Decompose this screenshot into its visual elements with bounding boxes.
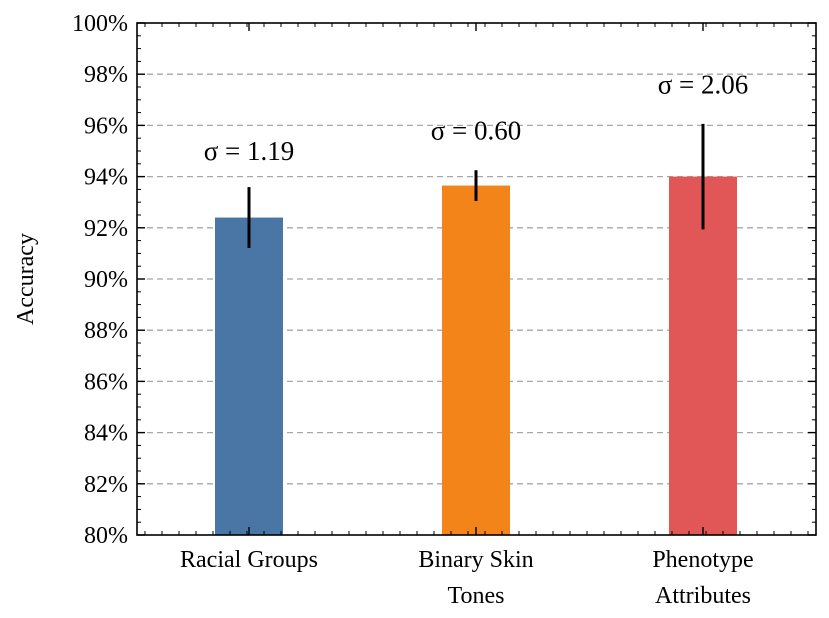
- annotations-layer: σ = 1.19 σ = 0.60 σ = 2.06: [204, 69, 749, 166]
- y-tick-label: 94%: [84, 165, 128, 191]
- y-tick-label: 80%: [84, 523, 128, 549]
- x-tick-label: Racial Groups: [180, 547, 318, 573]
- y-tick-label: 92%: [84, 216, 128, 242]
- y-axis-label: Accuracy: [13, 233, 39, 325]
- sigma-annotation: σ = 1.19: [204, 136, 295, 166]
- y-tick-label: 88%: [84, 318, 128, 344]
- y-tick-label: 96%: [84, 113, 128, 139]
- sigma-annotation: σ = 2.06: [658, 69, 749, 99]
- x-axis: Racial Groups Binary Skin Tones Phenotype At…: [144, 23, 809, 609]
- y-axis: 80% 82% 84% 86% 88% 90% 92% 94% 96% 98% 100%: [72, 11, 816, 549]
- bars-layer: [215, 123, 737, 535]
- x-tick-label: Binary Skin Tones: [418, 547, 533, 609]
- plot-frame: [136, 22, 817, 536]
- y-tick-label: 90%: [84, 267, 128, 293]
- y-tick-label: 98%: [84, 62, 128, 88]
- bar: [442, 185, 510, 535]
- y-tick-label: 100%: [72, 11, 128, 37]
- y-tick-label: 82%: [84, 472, 128, 498]
- bar: [669, 176, 737, 535]
- x-tick-label: Phenotype Attributes: [652, 547, 753, 609]
- y-tick-label: 84%: [84, 421, 128, 447]
- bar: [215, 217, 283, 535]
- y-tick-label: 86%: [84, 369, 128, 395]
- sigma-annotation: σ = 0.60: [431, 116, 522, 146]
